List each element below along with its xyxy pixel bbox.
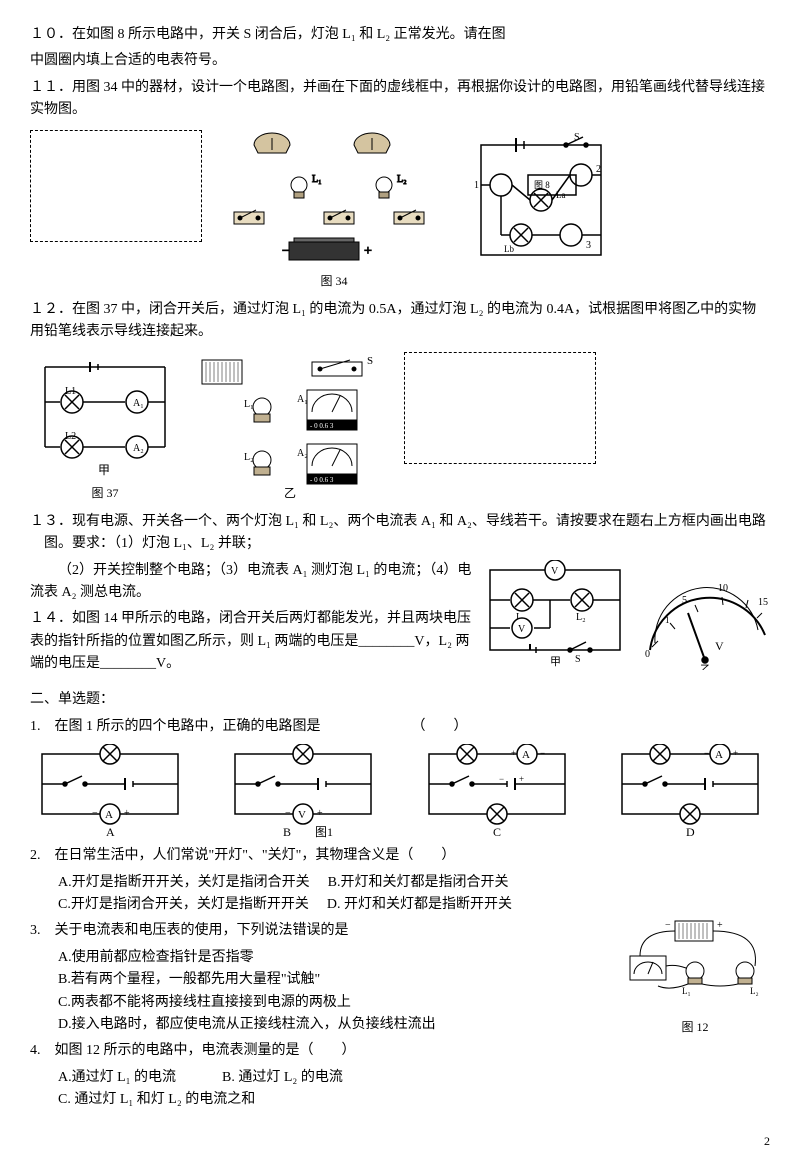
svg-text:+: + bbox=[317, 808, 323, 819]
svg-text:B 图1: B 图1 bbox=[283, 825, 333, 839]
row-fig34-fig8: L₁ L₂ − + 图 34 S 1 2 La 图 8 Lb 3 bbox=[30, 130, 770, 291]
mc1-D: A− + D bbox=[610, 744, 770, 839]
mc4: 4. 如图 12 所示的电路中，电流表测量的是（ ） bbox=[30, 1040, 770, 1062]
q13-num: １３． bbox=[30, 514, 72, 529]
svg-text:C: C bbox=[493, 825, 501, 839]
q12-num: １２． bbox=[30, 302, 72, 317]
fig37-caption: 图 37 bbox=[30, 484, 180, 503]
svg-text:A₁: A₁ bbox=[133, 398, 144, 409]
fig8: S 1 2 La 图 8 Lb 3 bbox=[466, 130, 616, 270]
svg-text:A₂: A₂ bbox=[133, 443, 144, 454]
svg-text:L₂: L₂ bbox=[750, 986, 759, 996]
fig34-svg: L₁ L₂ − + bbox=[214, 130, 454, 270]
svg-text:−: − bbox=[499, 774, 504, 784]
fig14: V L₁L₂ V S 甲 0 5 10 15 1 V 乙 bbox=[480, 560, 770, 670]
q13-text: 现有电源、开关各一个、两个灯泡 L₁ 和 L₂、两个电流表 A₁ 和 A₂、导线… bbox=[44, 514, 766, 551]
q14-num: １４． bbox=[30, 611, 72, 626]
svg-text:−: − bbox=[92, 808, 98, 819]
svg-text:L1: L1 bbox=[65, 386, 76, 397]
svg-text:2: 2 bbox=[596, 164, 601, 175]
svg-text:+: + bbox=[364, 244, 372, 259]
svg-text:图 8: 图 8 bbox=[534, 180, 550, 190]
svg-text:S: S bbox=[574, 132, 580, 143]
svg-text:- 0 0.6 3: - 0 0.6 3 bbox=[310, 422, 334, 430]
mc4-opts: A.通过灯 L₁ 的电流 B. 通过灯 L₂ 的电流 C. 通过灯 L₁ 和灯 … bbox=[58, 1067, 770, 1112]
fig34-components: L₁ L₂ − + 图 34 bbox=[214, 130, 454, 291]
q11: １１．用图 34 中的器材，设计一个电路图，并画在下面的虚线框中，再根据你设计的… bbox=[30, 77, 770, 122]
q10-text: 在如图 8 所示电路中，开关 S 闭合后，灯泡 L₁ 和 L₂ 正常发光。请在图 bbox=[72, 27, 506, 42]
svg-text:V: V bbox=[551, 566, 559, 577]
svg-text:+: + bbox=[733, 748, 738, 758]
mc1-figs: A−+ A V−+ B 图1 A+− −+ C A−+ D bbox=[30, 744, 770, 839]
svg-text:D: D bbox=[686, 825, 695, 839]
fig37-mid: S A₁ - 0 0.6 3 L₁ A₂ - 0 0.6 3 L₂ 乙 bbox=[192, 352, 392, 502]
q10-line2: 中圆圈内填上合适的电表符号。 bbox=[30, 50, 770, 72]
page-number: 2 bbox=[30, 1132, 770, 1151]
fig34-dashbox bbox=[30, 130, 202, 242]
svg-text:+: + bbox=[124, 808, 130, 819]
svg-text:L₂: L₂ bbox=[244, 452, 254, 463]
svg-text:L₁: L₁ bbox=[682, 986, 691, 996]
svg-text:−: − bbox=[704, 748, 709, 758]
svg-text:10: 10 bbox=[718, 583, 728, 594]
q13: １３．现有电源、开关各一个、两个灯泡 L₁ 和 L₂、两个电流表 A₁ 和 A₂… bbox=[30, 511, 770, 556]
fig34-caption: 图 34 bbox=[214, 272, 454, 291]
svg-text:S: S bbox=[575, 654, 581, 665]
svg-text:甲: 甲 bbox=[550, 656, 561, 668]
svg-text:1: 1 bbox=[474, 180, 479, 191]
q10: １０．在如图 8 所示电路中，开关 S 闭合后，灯泡 L₁ 和 L₂ 正常发光。… bbox=[30, 24, 770, 46]
svg-text:V: V bbox=[298, 809, 306, 821]
mc1-B: V− + B 图1 bbox=[223, 744, 383, 839]
svg-text:L2: L2 bbox=[65, 431, 76, 442]
mc2-opts: A.开灯是指断开开关，关灯是指闭合开关B.开灯和关灯都是指闭合开关 C.开灯是指… bbox=[58, 872, 770, 917]
svg-text:−: − bbox=[282, 244, 290, 259]
svg-text:1: 1 bbox=[665, 615, 670, 625]
svg-text:S: S bbox=[367, 355, 373, 367]
mc2: 2. 在日常生活中，人们常说"开灯"、"关灯"，其物理含义是（ ） bbox=[30, 845, 770, 867]
svg-text:−: − bbox=[540, 748, 545, 758]
mc1-A: A− + A bbox=[30, 744, 190, 839]
svg-text:+: + bbox=[717, 920, 723, 931]
svg-text:乙: 乙 bbox=[284, 486, 296, 500]
svg-text:A: A bbox=[105, 809, 113, 821]
section2-title: 二、单选题： bbox=[30, 689, 770, 711]
svg-text:L₁: L₁ bbox=[244, 399, 254, 410]
svg-text:L₂: L₂ bbox=[576, 612, 586, 623]
svg-text:L₁: L₁ bbox=[312, 174, 322, 185]
fig37-left: L1 A₁ L2 A₂ 甲 图 37 bbox=[30, 352, 180, 503]
svg-text:−: − bbox=[285, 808, 291, 819]
q12-text: 在图 37 中，闭合开关后，通过灯泡 L₁ 的电流为 0.5A，通过灯泡 L₂ … bbox=[30, 302, 756, 339]
svg-text:L₂: L₂ bbox=[397, 174, 407, 185]
mc1: 1. 在图 1 所示的四个电路中，正确的电路图是 （ ） bbox=[30, 716, 770, 738]
svg-text:3: 3 bbox=[586, 240, 591, 251]
svg-text:0: 0 bbox=[645, 649, 650, 660]
fig8-svg: S 1 2 La 图 8 Lb 3 bbox=[466, 130, 616, 270]
svg-text:+: + bbox=[511, 748, 516, 758]
svg-text:- 0 0.6 3: - 0 0.6 3 bbox=[310, 476, 334, 484]
q14-text: 如图 14 甲所示的电路，闭合开关后两灯都能发光，并且两块电压表的指针所指的位置… bbox=[30, 611, 471, 671]
svg-text:V: V bbox=[518, 624, 526, 635]
svg-text:A₁: A₁ bbox=[297, 394, 308, 405]
svg-text:A: A bbox=[715, 749, 723, 761]
fig37-dashbox bbox=[404, 352, 596, 464]
q12: １２．在图 37 中，闭合开关后，通过灯泡 L₁ 的电流为 0.5A，通过灯泡 … bbox=[30, 299, 770, 344]
svg-text:V: V bbox=[715, 639, 724, 653]
svg-text:15: 15 bbox=[758, 597, 768, 608]
fig12: − + L₁ L₂ 图 12 bbox=[620, 916, 770, 1037]
svg-text:A: A bbox=[106, 825, 115, 839]
svg-text:A₂: A₂ bbox=[297, 448, 308, 459]
mc1-C: A + − − + C bbox=[417, 744, 577, 839]
q11-num: １１． bbox=[30, 80, 72, 95]
svg-text:乙: 乙 bbox=[700, 663, 711, 670]
row-fig37: L1 A₁ L2 A₂ 甲 图 37 S A₁ - 0 0.6 3 L₁ A₂ … bbox=[30, 352, 770, 503]
svg-text:+: + bbox=[519, 774, 524, 784]
q11-text: 用图 34 中的器材，设计一个电路图，并画在下面的虚线框中，再根据你设计的电路图… bbox=[30, 80, 765, 117]
svg-text:Lb: Lb bbox=[504, 244, 514, 254]
svg-text:5: 5 bbox=[682, 595, 687, 606]
fig12-caption: 图 12 bbox=[620, 1018, 770, 1037]
fig37-jia: 甲 bbox=[98, 463, 110, 477]
svg-text:A: A bbox=[522, 749, 530, 761]
svg-text:−: − bbox=[665, 920, 671, 931]
q10-num: １０． bbox=[30, 27, 72, 42]
